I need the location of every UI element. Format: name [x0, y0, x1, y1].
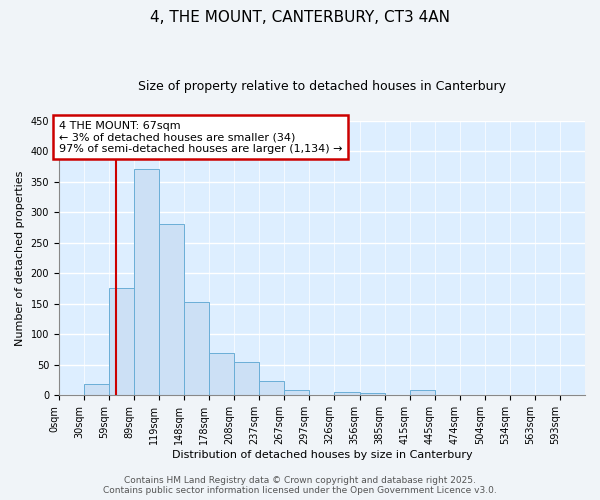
- Bar: [84, 384, 109, 396]
- Bar: [184, 302, 209, 396]
- Y-axis label: Number of detached properties: Number of detached properties: [15, 170, 25, 346]
- Bar: [359, 393, 385, 396]
- Bar: [109, 288, 134, 396]
- Bar: [259, 382, 284, 396]
- Text: 4, THE MOUNT, CANTERBURY, CT3 4AN: 4, THE MOUNT, CANTERBURY, CT3 4AN: [150, 10, 450, 25]
- Bar: [159, 224, 184, 396]
- Bar: [209, 352, 234, 396]
- Text: Contains HM Land Registry data © Crown copyright and database right 2025.
Contai: Contains HM Land Registry data © Crown c…: [103, 476, 497, 495]
- Text: 4 THE MOUNT: 67sqm
← 3% of detached houses are smaller (34)
97% of semi-detached: 4 THE MOUNT: 67sqm ← 3% of detached hous…: [59, 120, 343, 154]
- Title: Size of property relative to detached houses in Canterbury: Size of property relative to detached ho…: [138, 80, 506, 93]
- Bar: [410, 390, 434, 396]
- Bar: [134, 170, 159, 396]
- Bar: [334, 392, 359, 396]
- X-axis label: Distribution of detached houses by size in Canterbury: Distribution of detached houses by size …: [172, 450, 472, 460]
- Bar: [234, 362, 259, 396]
- Bar: [284, 390, 310, 396]
